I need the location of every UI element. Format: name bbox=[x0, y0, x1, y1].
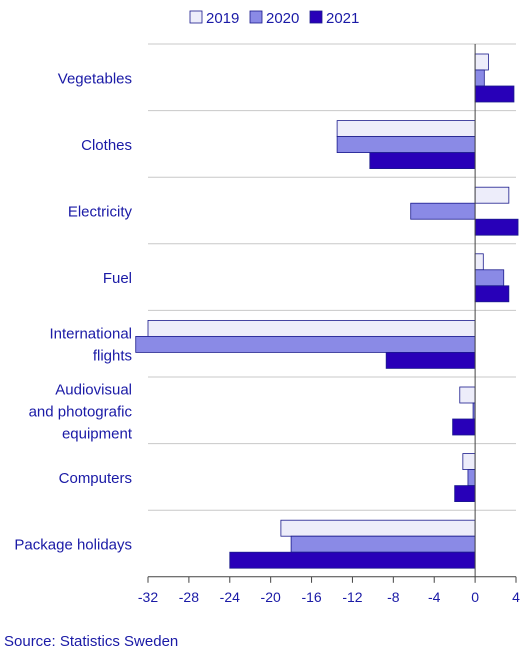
x-tick-label: 4 bbox=[512, 589, 520, 605]
x-tick-label: -32 bbox=[138, 589, 158, 605]
category-label: Vegetables bbox=[58, 70, 132, 87]
bar-2021-0 bbox=[474, 85, 515, 103]
bar-2020-4 bbox=[135, 335, 476, 353]
bar-2020-2 bbox=[410, 202, 476, 220]
x-tick-label: -12 bbox=[342, 589, 362, 605]
bar-2021-4 bbox=[385, 351, 476, 369]
bar-2021-1 bbox=[369, 152, 476, 170]
category-label: International bbox=[49, 326, 132, 343]
bar-2020-1 bbox=[336, 136, 476, 154]
bar-2019-3 bbox=[474, 253, 484, 271]
source-note: Source: Statistics Sweden bbox=[4, 633, 179, 650]
x-tick-label: -8 bbox=[387, 589, 400, 605]
x-tick-label: -20 bbox=[261, 589, 281, 605]
legend-swatch-2019 bbox=[189, 10, 203, 24]
bar-2021-6 bbox=[454, 485, 476, 503]
legend-label-2021: 2021 bbox=[326, 10, 359, 27]
category-label: Electricity bbox=[68, 204, 133, 221]
x-tick-label: -4 bbox=[428, 589, 441, 605]
bar-2019-6 bbox=[462, 453, 476, 471]
bar-2021-3 bbox=[474, 285, 510, 303]
category-label: Package holidays bbox=[14, 537, 132, 554]
category-label: flights bbox=[93, 348, 132, 365]
bar-2019-5 bbox=[459, 386, 476, 404]
legend-label-2019: 2019 bbox=[206, 10, 239, 27]
legend-label-2020: 2020 bbox=[266, 10, 299, 27]
bar-2019-4 bbox=[147, 319, 476, 337]
legend-swatch-2020 bbox=[249, 10, 263, 24]
bar-2020-3 bbox=[474, 269, 505, 287]
x-tick-label: 0 bbox=[471, 589, 479, 605]
bar-2021-2 bbox=[474, 218, 519, 236]
category-label: equipment bbox=[62, 425, 133, 442]
category-label: Fuel bbox=[103, 270, 132, 287]
bar-2019-7 bbox=[280, 519, 476, 537]
category-label: Computers bbox=[59, 470, 132, 487]
bar-2019-0 bbox=[474, 53, 489, 71]
x-tick-label: -24 bbox=[220, 589, 240, 605]
bar-2019-2 bbox=[474, 186, 510, 204]
bar-2021-7 bbox=[229, 551, 476, 569]
category-label: Audiovisual bbox=[55, 381, 132, 398]
legend-swatch-2021 bbox=[309, 10, 323, 24]
bar-2020-0 bbox=[474, 69, 485, 87]
category-label: and photografic bbox=[29, 403, 133, 420]
x-tick-label: -16 bbox=[301, 589, 321, 605]
bar-2020-7 bbox=[290, 535, 476, 553]
category-label: Clothes bbox=[81, 137, 132, 154]
bar-2019-1 bbox=[336, 120, 476, 137]
x-tick-label: -28 bbox=[179, 589, 199, 605]
bar-2021-5 bbox=[452, 418, 476, 436]
bar-2020-6 bbox=[467, 469, 476, 487]
